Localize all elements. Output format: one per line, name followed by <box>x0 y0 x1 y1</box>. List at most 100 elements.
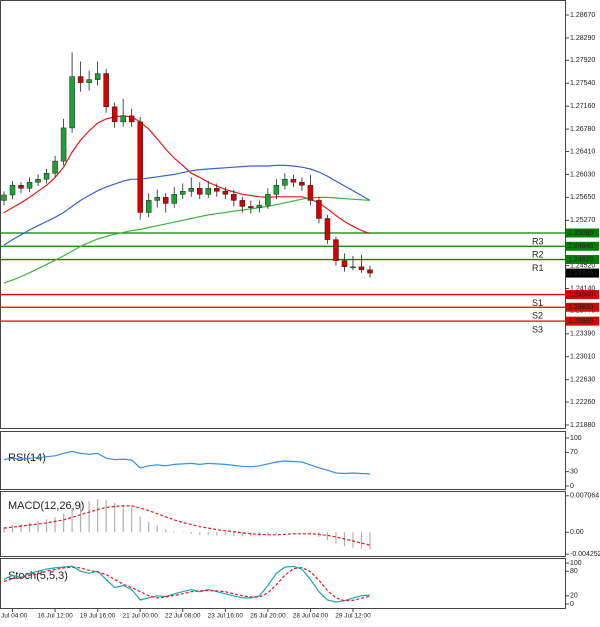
candle-body <box>341 260 348 268</box>
candle-body <box>222 191 229 195</box>
rsi-panel <box>0 431 566 490</box>
macd-panel <box>0 491 566 557</box>
stoch-panel <box>0 558 566 609</box>
x-tick-label: 23 Jul 16:00 <box>208 613 244 620</box>
y-tick-label: 1.27920 <box>570 57 595 64</box>
candle-body <box>239 200 246 207</box>
price-tag <box>566 302 599 312</box>
y-tick-label: 30 <box>570 468 578 475</box>
candle-body <box>162 197 169 204</box>
candle-body <box>171 194 177 204</box>
pivot-name: R3 <box>532 236 544 246</box>
y-tick-label: 70 <box>570 449 578 456</box>
y-tick-label: 1.24140 <box>570 285 595 292</box>
y-tick-label: 1.25650 <box>570 194 595 201</box>
candle-body <box>248 206 254 208</box>
price-tag-label: 1.24040 <box>568 291 593 298</box>
y-tick-label: 1.23010 <box>570 354 595 361</box>
candle-body <box>307 185 314 201</box>
candle-body <box>231 194 237 201</box>
y-tick-label: 1.27160 <box>570 103 595 110</box>
candle-body <box>188 188 195 192</box>
candle-body <box>197 188 203 195</box>
pivot-name: S3 <box>532 325 543 335</box>
candle-body <box>1 194 7 201</box>
price-tag-label: 1.25060 <box>568 230 593 237</box>
y-tick-label: 1.23390 <box>570 331 595 338</box>
x-tick-label: 22 Jul 08:00 <box>165 613 201 620</box>
price-tag <box>566 255 599 265</box>
y-tick-label: 0.007064 <box>570 493 599 500</box>
candle-body <box>60 127 67 162</box>
price-tag <box>566 241 599 251</box>
y-tick-label: -0.004252 <box>570 551 600 558</box>
y-tick-label: 1.25270 <box>570 217 595 224</box>
x-tick-label: 28 Jul 04:00 <box>293 613 329 620</box>
price-tag-label: 1.23830 <box>568 304 593 311</box>
pivot-name: S1 <box>532 298 543 308</box>
y-tick-label: 1.26030 <box>570 171 595 178</box>
y-tick-label: 1.22630 <box>570 377 595 384</box>
candle-body <box>35 178 41 183</box>
price-tag <box>566 290 599 300</box>
y-tick-label: 1.22260 <box>570 399 595 406</box>
y-tick-label: 1.27540 <box>570 80 595 87</box>
candle-body <box>18 185 24 189</box>
pivot-name: S2 <box>532 311 543 321</box>
y-tick-label: 1.21880 <box>570 422 595 429</box>
candle-body <box>52 160 58 174</box>
y-tick-label: 0 <box>570 483 574 490</box>
panel-title: Stoch(5,5,3) <box>8 570 68 582</box>
candle-body <box>265 194 271 206</box>
candle-body <box>86 79 92 83</box>
x-tick-label: Jul 04:00 <box>1 613 28 620</box>
candle-body <box>103 73 109 108</box>
y-tick-label: 1.24520 <box>570 262 595 269</box>
candle-body <box>128 115 135 123</box>
y-tick-label: 0 <box>570 601 574 608</box>
price-panel <box>0 0 566 429</box>
candle-body <box>350 266 356 269</box>
y-tick-label: 1.26780 <box>570 126 595 133</box>
x-tick-label: 29 Jul 12:00 <box>335 613 371 620</box>
indicator-line <box>3 565 371 603</box>
x-tick-label: 21 Jul 00:00 <box>122 613 158 620</box>
candle-body <box>179 191 186 195</box>
y-tick-label: 100 <box>570 435 582 442</box>
y-tick-label: 80 <box>570 568 578 575</box>
last-price-label: 1.24396 <box>568 270 593 277</box>
candle-body <box>9 185 16 196</box>
y-tick-label: 1.26410 <box>570 148 595 155</box>
last-price-tag <box>566 268 599 278</box>
x-tick-label: 26 Jul 20:00 <box>250 613 286 620</box>
pivot-name: R1 <box>532 263 544 273</box>
candle-body <box>316 200 322 219</box>
candle-body <box>94 73 101 80</box>
candle-body <box>214 188 220 192</box>
price-tag-label: 1.23600 <box>568 318 593 325</box>
indicator-line <box>3 450 371 475</box>
price-tag-label: 1.24840 <box>568 243 593 250</box>
candle-body <box>367 269 373 274</box>
y-tick-label: 1.28290 <box>570 35 595 42</box>
y-tick-label: 0.00 <box>570 529 584 536</box>
price-tag-label: 1.24620 <box>568 256 593 263</box>
indicator-line <box>3 566 371 602</box>
indicator-line <box>3 164 371 246</box>
candle-body <box>205 188 212 195</box>
pivot-name: R2 <box>532 250 544 260</box>
y-tick-label: 1.28670 <box>570 12 595 19</box>
candle-body <box>154 197 160 201</box>
candle-body <box>256 204 263 208</box>
candle-body <box>299 182 305 186</box>
price-tag <box>566 316 599 326</box>
panel-title: MACD(12,26,9) <box>8 500 84 512</box>
x-tick-label: 16 Jul 12:00 <box>37 613 73 620</box>
candle-body <box>358 266 365 271</box>
candle-body <box>111 106 118 123</box>
y-tick-label: 100 <box>570 560 582 567</box>
candle-body <box>69 76 75 129</box>
candle-body <box>137 121 143 213</box>
